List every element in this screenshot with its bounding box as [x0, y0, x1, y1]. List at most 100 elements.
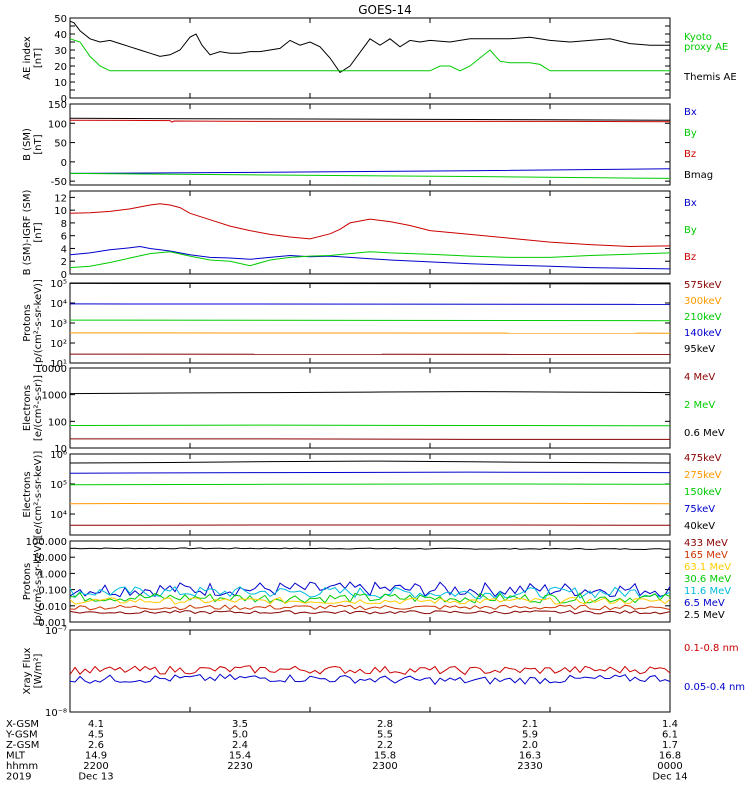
y-tick-label: 12 [54, 193, 67, 204]
figure-title: GOES-14 [358, 3, 412, 17]
y-axis-label: [p/(cm²-s-sr-keV)] [33, 538, 44, 626]
series-line [69, 581, 671, 598]
y-tick-label: -50 [51, 177, 67, 188]
y-tick-label: 10³ [50, 319, 67, 330]
y-tick-label: 100 [48, 417, 67, 428]
series-line [70, 438, 670, 440]
plot-frame [69, 282, 671, 364]
legend-entry: 275keV [684, 470, 722, 481]
y-tick-label: 20 [54, 62, 67, 73]
ephemeris-value: 2.6 [88, 740, 104, 751]
legend-entry: 30.6 MeV [684, 574, 731, 585]
series-line [69, 604, 671, 611]
series-line [69, 303, 671, 305]
ephemeris-row-label: Z-GSM [6, 740, 39, 751]
legend-entry: 165 MeV [684, 550, 728, 561]
y-tick-label: 100.000 [26, 537, 67, 548]
series-line [69, 547, 671, 551]
plot-frame [69, 103, 671, 186]
y-tick-label: 10.000 [32, 553, 67, 564]
y-axis-label: [e/(cm²-s-sr-keV)] [33, 451, 44, 539]
y-tick-label: 10² [50, 339, 67, 350]
series-line [69, 391, 671, 395]
y-axis-label: Xray Flux [22, 647, 33, 694]
y-tick-label: 0.001 [38, 618, 67, 629]
y-tick-label: 10⁴ [50, 510, 67, 521]
ephemeris-value: 2300 [372, 761, 397, 772]
legend-entry: 0.6 MeV [684, 428, 725, 439]
y-tick-label: 100 [48, 119, 67, 130]
ephemeris-value: 5.0 [232, 730, 248, 741]
ephemeris-value: 0000 [657, 761, 682, 772]
y-tick-label: 4 [61, 244, 67, 255]
ephemeris-value: 5.5 [377, 730, 393, 741]
ephemeris-value: 2.0 [522, 740, 538, 751]
legend-entry: 140keV [684, 328, 722, 339]
ephemeris-table: X-GSM 4.1 3.5 2.8 2.1 1.4 Y-GSM 4.5 5.0 5.5 5.9 6.1… [5, 719, 688, 783]
y-axis-label: [nT] [33, 222, 44, 242]
y-tick-label: 10⁴ [50, 299, 67, 310]
legend-entry: 150keV [684, 487, 722, 498]
ephemeris-row-label: 2019 [6, 772, 31, 783]
y-tick-label: 0 [61, 94, 67, 105]
y-tick-label: 50 [54, 139, 67, 150]
legend-entry: 0.1-0.8 nm [684, 643, 739, 654]
series-line [69, 245, 671, 270]
ephemeris-value: Dec 14 [652, 772, 687, 783]
ephemeris-value: 2.2 [377, 740, 393, 751]
y-tick-label: 10⁻⁷ [45, 626, 67, 637]
ephemeris-row-label: Y-GSM [5, 730, 38, 741]
y-axis-label: Electrons [22, 385, 33, 431]
ephemeris-value: 4.5 [88, 730, 104, 741]
ephemeris-value: 16.8 [659, 751, 681, 762]
series-line [69, 483, 671, 486]
y-axis-label: Electrons [22, 471, 33, 517]
legend-entry: Bz [684, 252, 696, 263]
y-tick-label: 1000 [42, 391, 67, 402]
plot-frame [69, 629, 671, 713]
y-axis-label: [p/(cm²-s-sr-keV)] [33, 279, 44, 367]
series-line [70, 591, 671, 604]
series-line [69, 424, 671, 427]
y-axis-label: [W/m²] [33, 653, 44, 688]
legend-entry: 300keV [684, 296, 722, 307]
series-line [69, 38, 670, 72]
ephemeris-row-label: hhmm [6, 761, 38, 772]
legend-entry: Bx [684, 107, 697, 118]
y-axis-label: B (SM)-IGRF (SM) [22, 190, 33, 276]
series-line [69, 117, 671, 121]
y-tick-label: 10⁵ [50, 480, 67, 491]
series-line [69, 20, 670, 74]
series-line [69, 502, 671, 505]
y-tick-label: 10⁶ [50, 450, 67, 461]
plot-frame [69, 453, 671, 536]
legend-entry: 75keV [684, 504, 715, 515]
chart-panel: 10⁴ 10⁵ 10⁶ Electrons [e/(cm²-s-sr-keV)] 475k… [22, 450, 722, 538]
series-line [69, 665, 671, 676]
plot-frame [69, 367, 671, 449]
y-axis-label: Protons [22, 304, 33, 341]
plot-frame [69, 540, 671, 623]
y-axis-label: AE index [22, 36, 33, 80]
legend-entry: 2.5 MeV [684, 610, 725, 621]
series-line [69, 586, 671, 600]
legend-entry: 433 MeV [684, 538, 728, 549]
y-tick-label: 10¹ [50, 359, 67, 370]
legend-entry: 4 MeV [684, 372, 715, 383]
ephemeris-value: 2200 [83, 761, 108, 772]
legend-entry: 2 MeV [684, 400, 715, 411]
series-line [69, 319, 671, 322]
legend-entry: 6.5 MeV [684, 598, 725, 609]
y-tick-label: 10⁻⁸ [45, 708, 67, 719]
series-line [69, 282, 671, 285]
y-tick-label: 10 [54, 444, 67, 455]
y-axis-label: [nT] [33, 48, 44, 68]
ephemeris-value: 2.8 [377, 719, 393, 730]
ephemeris-value: Dec 13 [78, 772, 113, 783]
chart-panel: 0 2 46 8 10 12 B (SM)-IGRF (SM) [nT] Bx By Bz [22, 190, 697, 281]
ephemeris-value: 1.7 [662, 740, 678, 751]
y-tick-label: 30 [54, 46, 67, 57]
series-line [69, 471, 671, 474]
